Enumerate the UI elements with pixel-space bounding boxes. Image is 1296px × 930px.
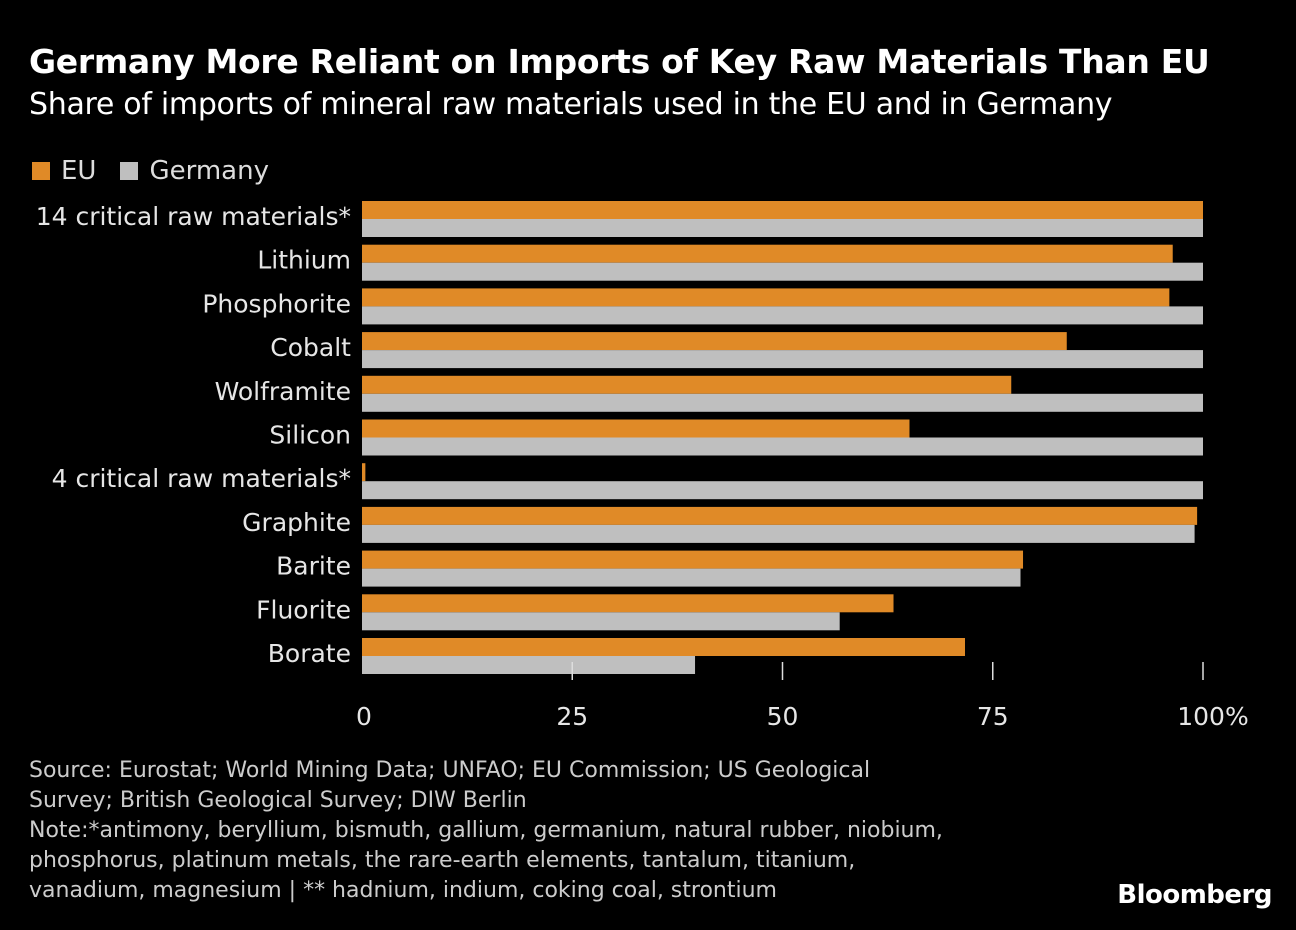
bar-germany-phosphorite bbox=[362, 306, 1203, 325]
bar-germany-4-critical-raw-materials bbox=[362, 481, 1203, 500]
bar-eu-4-critical-raw-materials bbox=[362, 463, 366, 482]
bar-germany-borate bbox=[362, 656, 696, 674]
category-label: Cobalt bbox=[270, 333, 351, 362]
legend: EU Germany bbox=[32, 156, 293, 186]
bar-eu-cobalt bbox=[362, 332, 1067, 351]
bar-eu-wolframite bbox=[362, 375, 1012, 394]
legend-swatch-eu bbox=[32, 162, 50, 180]
footer-notes: Source: Eurostat; World Mining Data; UNF… bbox=[29, 756, 1029, 906]
bar-germany-cobalt bbox=[362, 350, 1203, 369]
bar-eu-silicon bbox=[362, 419, 910, 438]
category-label: 14 critical raw materials* bbox=[36, 202, 351, 231]
note-line: vanadium, magnesium | ** hadnium, indium… bbox=[29, 878, 777, 903]
note-line: phosphorus, platinum metals, the rare-ea… bbox=[29, 848, 856, 873]
legend-swatch-germany bbox=[120, 162, 139, 180]
bar-eu-graphite bbox=[362, 506, 1198, 525]
bar-germany-wolframite bbox=[362, 393, 1203, 412]
category-label: Barite bbox=[276, 552, 351, 581]
category-label: Silicon bbox=[269, 421, 351, 450]
x-tick-label: 50 bbox=[767, 702, 799, 731]
x-tick-label: 75 bbox=[977, 702, 1009, 731]
bar-eu-fluorite bbox=[362, 594, 894, 613]
x-tick-label: 0 bbox=[356, 702, 372, 731]
bar-germany-silicon bbox=[362, 437, 1203, 456]
chart-title: Germany More Reliant on Imports of Key R… bbox=[29, 42, 1210, 81]
bar-germany-fluorite bbox=[362, 612, 840, 631]
legend-label-eu: EU bbox=[61, 156, 97, 186]
category-label: Wolframite bbox=[215, 377, 351, 406]
category-label: Graphite bbox=[242, 508, 351, 537]
bar-eu-barite bbox=[362, 550, 1024, 569]
bar-eu-borate bbox=[362, 638, 965, 656]
bar-germany-barite bbox=[362, 568, 1021, 587]
source-line: Source: Eurostat; World Mining Data; UNF… bbox=[29, 758, 871, 783]
legend-item-eu: EU bbox=[32, 156, 96, 186]
bar-germany-graphite bbox=[362, 524, 1195, 543]
category-label: Fluorite bbox=[256, 595, 351, 624]
x-tick-label: 25 bbox=[556, 702, 588, 731]
bloomberg-logo: Bloomberg bbox=[1117, 880, 1272, 910]
x-tick-label: 100% bbox=[1177, 702, 1248, 731]
category-label: 4 critical raw materials* bbox=[52, 464, 351, 493]
source-line: Survey; British Geological Survey; DIW B… bbox=[29, 788, 527, 813]
category-label: Phosphorite bbox=[202, 289, 351, 318]
legend-item-germany: Germany bbox=[120, 156, 269, 186]
bar-germany-14-critical-raw-materials bbox=[362, 219, 1203, 237]
category-label: Lithium bbox=[257, 246, 351, 275]
legend-label-germany: Germany bbox=[149, 156, 269, 186]
category-label: Borate bbox=[268, 639, 351, 668]
bar-germany-lithium bbox=[362, 262, 1203, 281]
bar-eu-14-critical-raw-materials bbox=[362, 201, 1203, 219]
chart-subtitle: Share of imports of mineral raw material… bbox=[29, 87, 1113, 122]
bar-eu-lithium bbox=[362, 244, 1173, 263]
bar-eu-phosphorite bbox=[362, 288, 1170, 307]
note-line: Note:*antimony, beryllium, bismuth, gall… bbox=[29, 818, 943, 843]
